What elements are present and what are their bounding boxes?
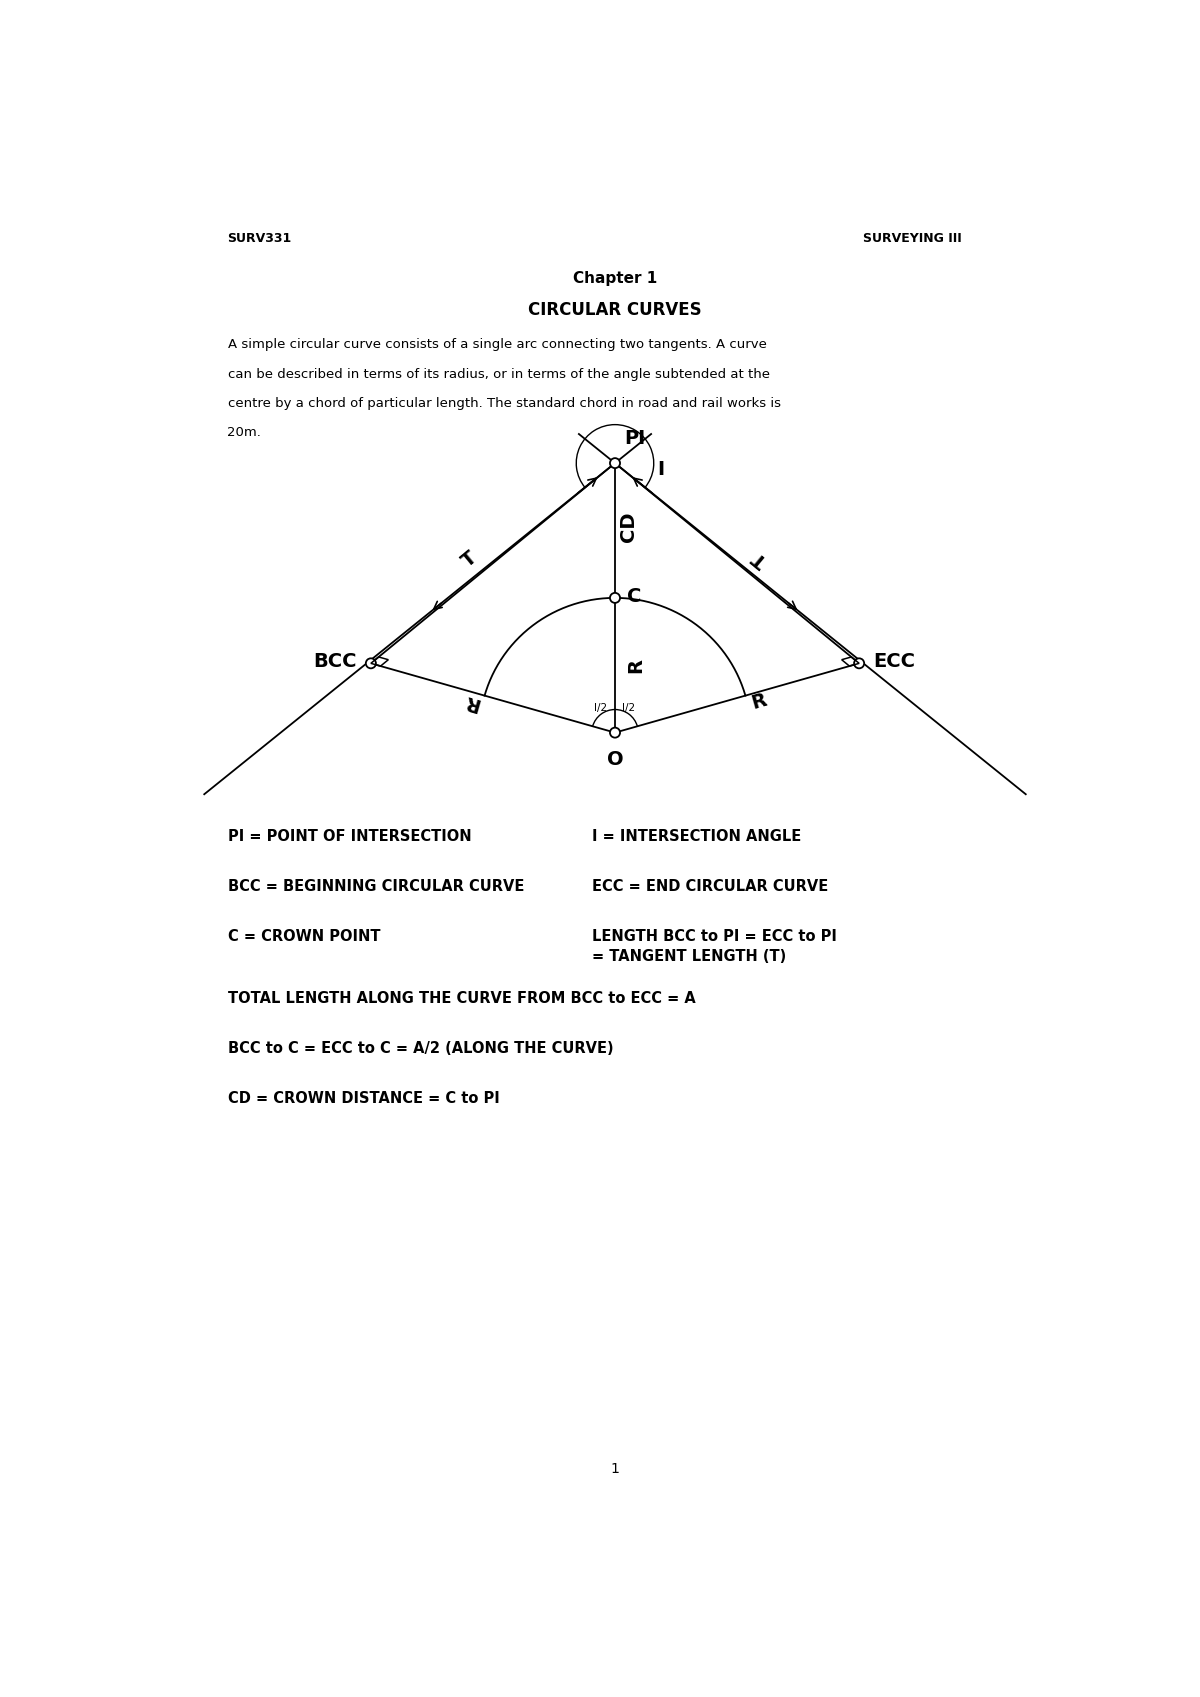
Circle shape bbox=[610, 728, 620, 738]
Text: CD = CROWN DISTANCE = C to PI: CD = CROWN DISTANCE = C to PI bbox=[228, 1091, 499, 1106]
Text: PI = POINT OF INTERSECTION: PI = POINT OF INTERSECTION bbox=[228, 828, 472, 843]
Text: C: C bbox=[628, 587, 642, 606]
Text: I/2: I/2 bbox=[623, 703, 636, 713]
Circle shape bbox=[610, 592, 620, 602]
Text: PI: PI bbox=[624, 429, 646, 448]
Text: R: R bbox=[749, 691, 768, 713]
Text: SURVEYING III: SURVEYING III bbox=[863, 232, 961, 244]
Circle shape bbox=[610, 458, 620, 468]
Text: T: T bbox=[458, 548, 481, 570]
Text: 1: 1 bbox=[611, 1461, 619, 1476]
Text: R: R bbox=[462, 691, 481, 713]
Text: BCC = BEGINNING CIRCULAR CURVE: BCC = BEGINNING CIRCULAR CURVE bbox=[228, 879, 524, 894]
Text: C = CROWN POINT: C = CROWN POINT bbox=[228, 928, 380, 944]
Text: TOTAL LENGTH ALONG THE CURVE FROM BCC to ECC = A: TOTAL LENGTH ALONG THE CURVE FROM BCC to… bbox=[228, 991, 695, 1006]
Text: CD: CD bbox=[619, 511, 638, 541]
Text: I = INTERSECTION ANGLE: I = INTERSECTION ANGLE bbox=[592, 828, 802, 843]
Text: CIRCULAR CURVES: CIRCULAR CURVES bbox=[528, 302, 702, 319]
Text: A simple circular curve consists of a single arc connecting two tangents. A curv: A simple circular curve consists of a si… bbox=[228, 338, 767, 351]
Circle shape bbox=[854, 658, 864, 669]
Text: centre by a chord of particular length. The standard chord in road and rail work: centre by a chord of particular length. … bbox=[228, 397, 780, 411]
Text: can be described in terms of its radius, or in terms of the angle subtended at t: can be described in terms of its radius,… bbox=[228, 368, 769, 380]
Text: 20m.: 20m. bbox=[228, 426, 262, 440]
Text: O: O bbox=[607, 750, 623, 769]
Text: T: T bbox=[749, 548, 772, 570]
Text: I/2: I/2 bbox=[594, 703, 607, 713]
Text: ECC = END CIRCULAR CURVE: ECC = END CIRCULAR CURVE bbox=[592, 879, 828, 894]
Text: SURV331: SURV331 bbox=[228, 232, 292, 244]
Text: I: I bbox=[658, 460, 665, 479]
Text: ECC: ECC bbox=[874, 652, 916, 672]
Circle shape bbox=[366, 658, 376, 669]
Text: BCC: BCC bbox=[313, 652, 356, 672]
Text: R: R bbox=[626, 658, 646, 672]
Text: LENGTH BCC to PI = ECC to PI
= TANGENT LENGTH (T): LENGTH BCC to PI = ECC to PI = TANGENT L… bbox=[592, 928, 836, 964]
Text: Chapter 1: Chapter 1 bbox=[572, 270, 658, 285]
Text: BCC to C = ECC to C = A/2 (ALONG THE CURVE): BCC to C = ECC to C = A/2 (ALONG THE CUR… bbox=[228, 1040, 613, 1056]
